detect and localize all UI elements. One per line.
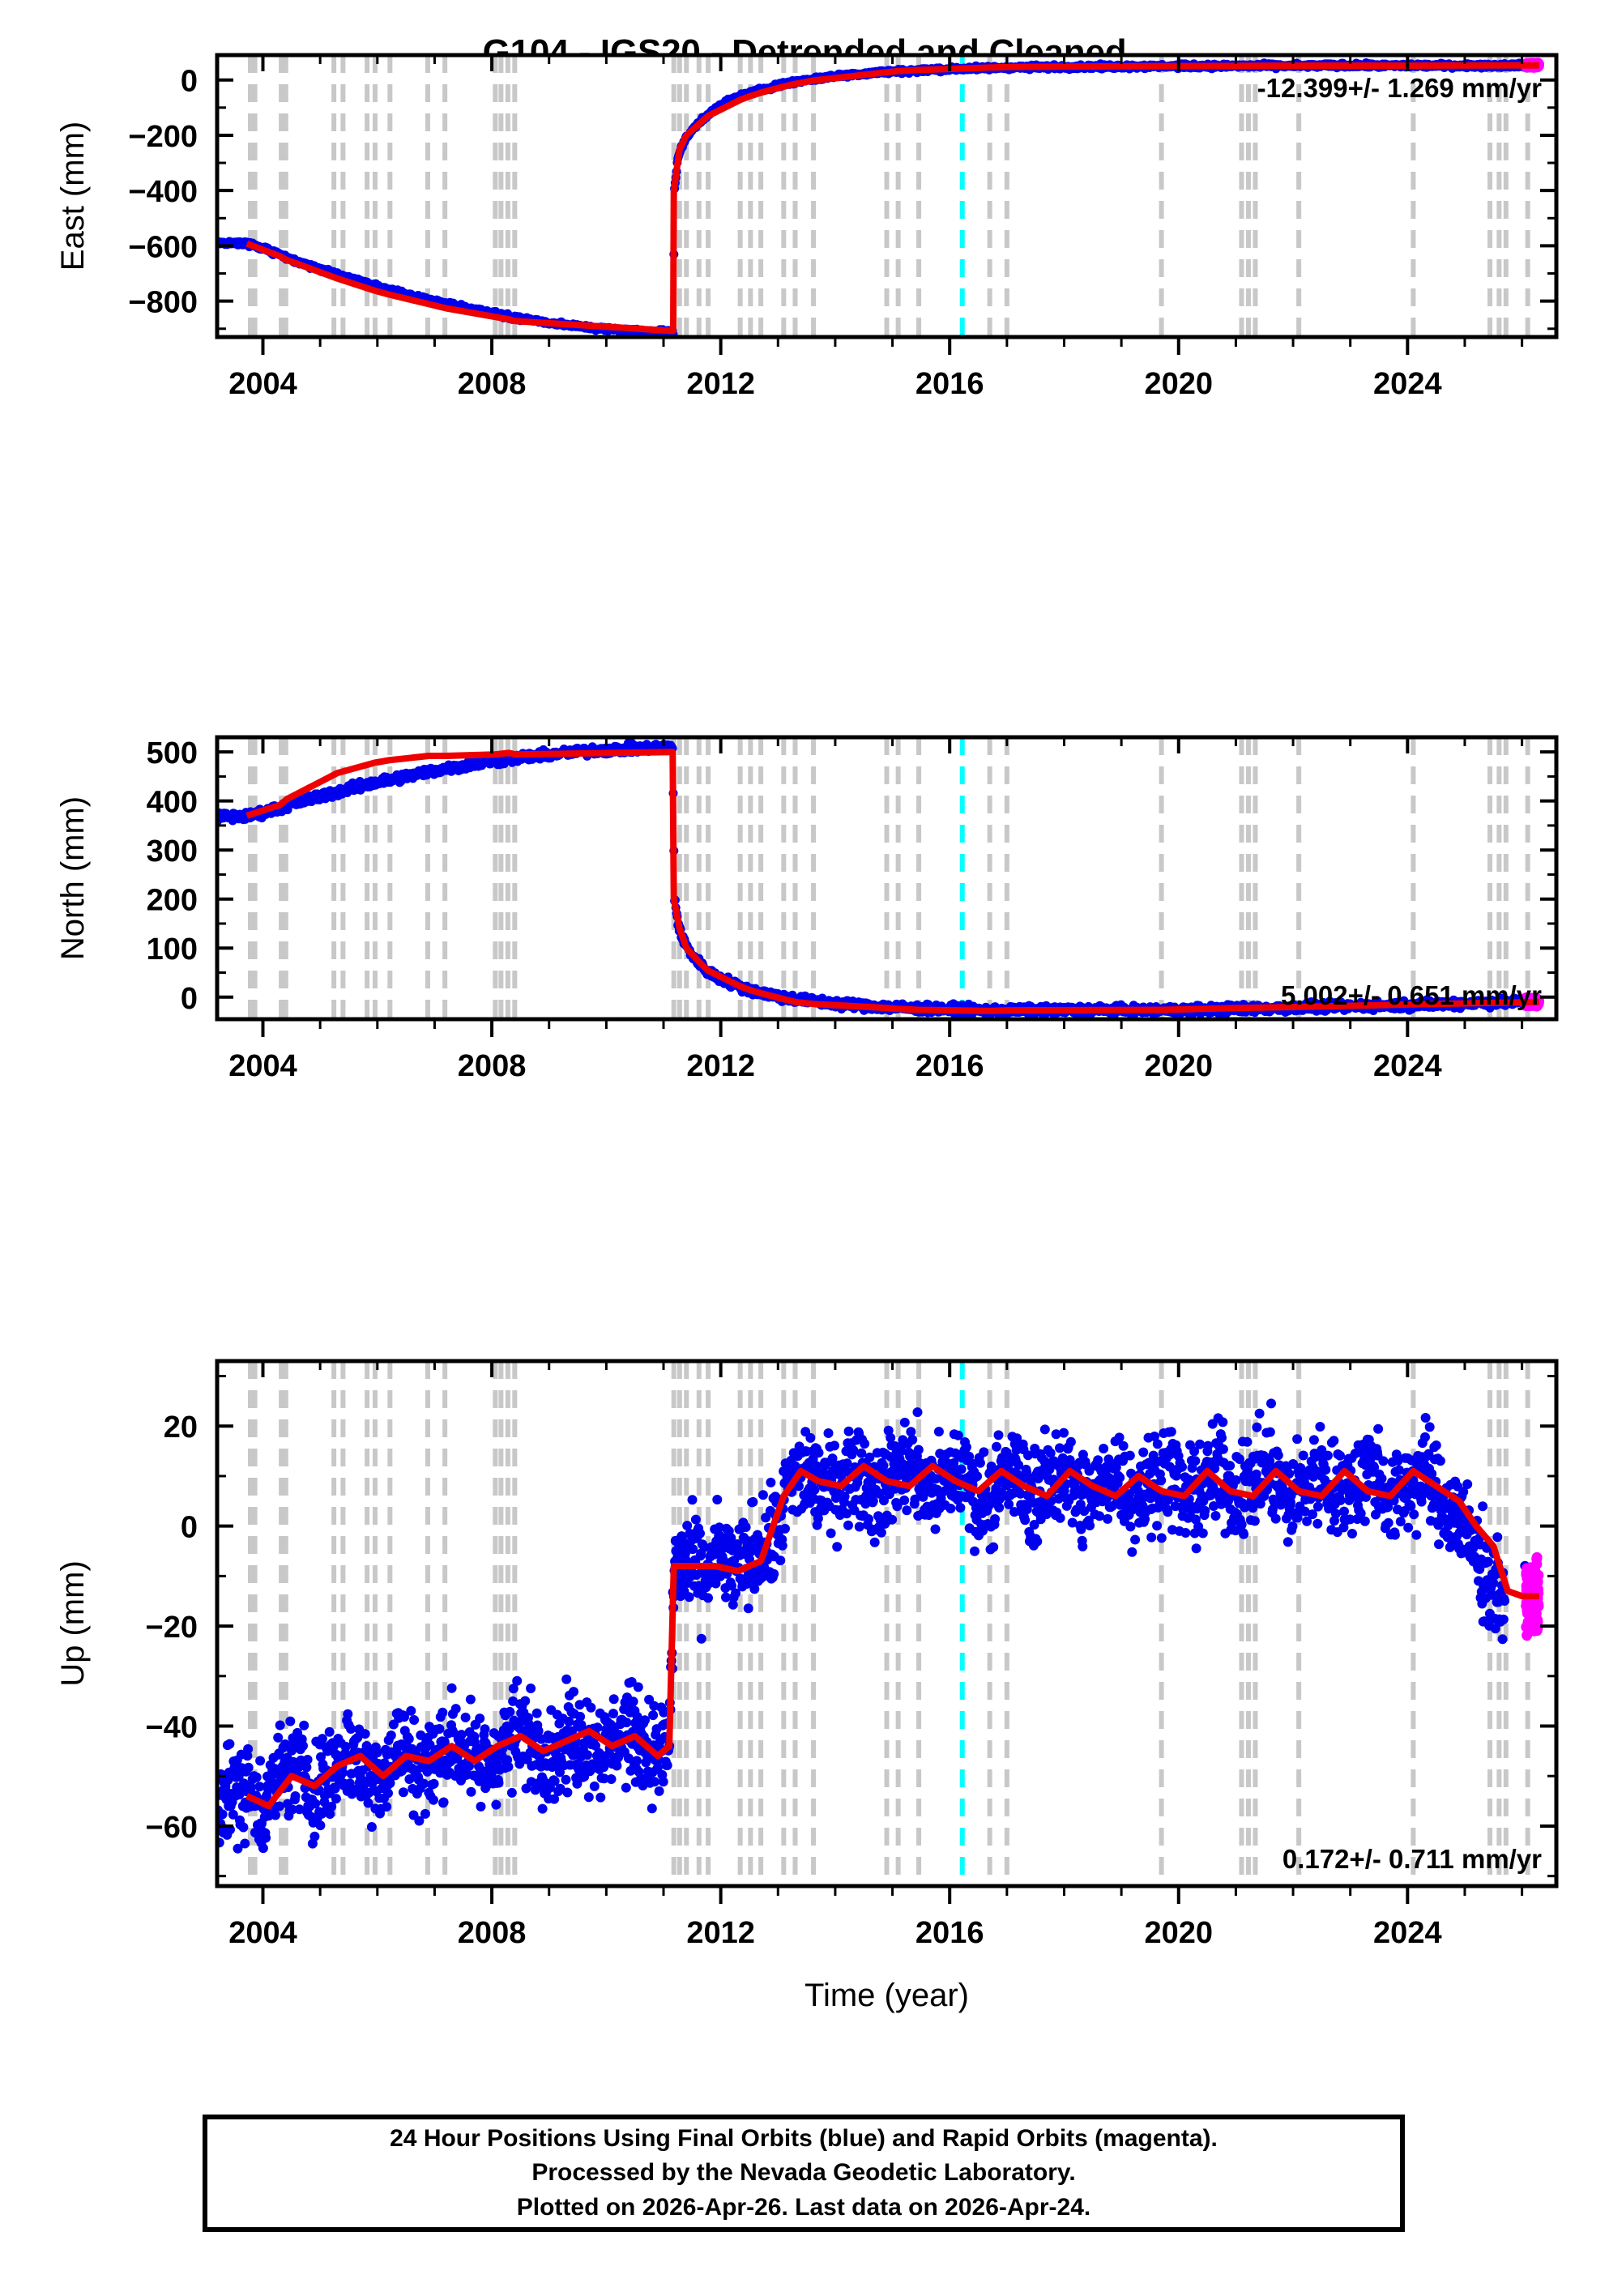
xtick-label-north-3: 2016 — [915, 1049, 984, 1083]
ytick-label-up-3: −40 — [146, 1711, 198, 1745]
ylabel-north: North (mm) — [55, 796, 91, 960]
xtick-label-up-1: 2008 — [458, 1916, 527, 1950]
xtick-label-north-1: 2008 — [458, 1049, 527, 1083]
xtick-label-east-3: 2016 — [915, 367, 984, 401]
xtick-label-north-2: 2012 — [686, 1049, 755, 1083]
xtick-label-up-4: 2020 — [1144, 1916, 1213, 1950]
caption-line-2: Processed by the Nevada Geodetic Laborat… — [531, 2159, 1076, 2187]
ytick-label-up-2: −20 — [146, 1611, 198, 1645]
xlabel: Time (year) — [804, 1978, 969, 2013]
ytick-label-north-4: 100 — [147, 932, 198, 967]
ytick-label-north-1: 400 — [147, 786, 198, 820]
xtick-label-up-0: 2004 — [228, 1916, 297, 1950]
caption-box: 24 Hour Positions Using Final Orbits (bl… — [203, 2115, 1405, 2232]
xtick-label-up-5: 2024 — [1373, 1916, 1442, 1950]
ytick-label-east-0: 0 — [181, 65, 198, 99]
panel-east-data — [217, 55, 1556, 337]
ytick-label-north-0: 500 — [147, 736, 198, 770]
panel-up-frame — [215, 1359, 1559, 1888]
ytick-label-up-0: 20 — [164, 1410, 198, 1445]
rate-annotation-east: -12.399+/- 1.269 mm/yr — [1257, 73, 1542, 103]
panel-north-data — [217, 737, 1556, 1019]
ylabel-up: Up (mm) — [55, 1560, 91, 1687]
xtick-label-north-4: 2020 — [1144, 1049, 1213, 1083]
panel-up-data — [217, 1361, 1556, 1886]
ytick-label-up-1: 0 — [181, 1511, 198, 1545]
xtick-label-east-5: 2024 — [1373, 367, 1442, 401]
rate-annotation-north: 5.002+/- 0.651 mm/yr — [1281, 980, 1542, 1010]
ytick-label-east-4: −800 — [128, 286, 198, 320]
xtick-label-east-2: 2012 — [686, 367, 755, 401]
xtick-label-east-4: 2020 — [1144, 367, 1213, 401]
ytick-label-north-2: 300 — [147, 834, 198, 868]
rate-annotation-up: 0.172+/- 0.711 mm/yr — [1283, 1844, 1542, 1874]
panel-north-frame — [215, 735, 1559, 1022]
xtick-label-north-0: 2004 — [228, 1049, 297, 1083]
panel-east-frame — [215, 53, 1559, 339]
ytick-label-east-1: −200 — [128, 120, 198, 154]
ytick-label-north-5: 0 — [181, 982, 198, 1016]
ytick-label-north-3: 200 — [147, 884, 198, 918]
ytick-label-up-4: −60 — [146, 1811, 198, 1845]
xtick-label-east-0: 2004 — [228, 367, 297, 401]
xtick-label-up-2: 2012 — [686, 1916, 755, 1950]
xtick-label-east-1: 2008 — [458, 367, 527, 401]
caption-line-1: 24 Hour Positions Using Final Orbits (bl… — [390, 2124, 1218, 2152]
ytick-label-east-2: −400 — [128, 175, 198, 209]
ylabel-east: East (mm) — [55, 122, 91, 271]
xtick-label-up-3: 2016 — [915, 1916, 984, 1950]
caption-line-3: Plotted on 2026-Apr-26. Last data on 202… — [516, 2193, 1091, 2221]
xtick-label-north-5: 2024 — [1373, 1049, 1442, 1083]
ytick-label-east-3: −600 — [128, 230, 198, 264]
